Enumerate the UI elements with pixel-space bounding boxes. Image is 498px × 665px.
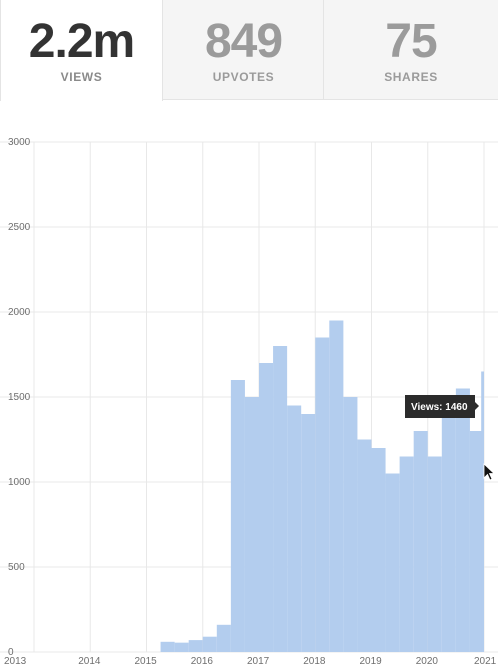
shares-count: 75 [385, 15, 437, 68]
views-bar [427, 456, 442, 652]
shares-tab[interactable]: 75 SHARES [324, 0, 498, 100]
upvotes-label: UPVOTES [212, 70, 275, 84]
views-bar [273, 346, 288, 652]
views-bar [357, 439, 372, 652]
views-label: VIEWS [60, 70, 103, 84]
upvotes-count: 849 [204, 15, 283, 68]
stats-tabs: 2.2m VIEWS 849 UPVOTES 75 SHARES [0, 0, 498, 101]
views-bar [413, 431, 428, 652]
x-tick-label: 2020 [416, 656, 439, 665]
views-bar [469, 431, 484, 652]
views-bar [315, 337, 330, 652]
views-bar [371, 448, 386, 652]
views-bar [455, 388, 470, 652]
tooltip-text: Views: 1460 [411, 402, 468, 413]
x-axis: 2013 2014 2015 2016 2017 2018 2019 2020 2021 [4, 656, 497, 665]
mouse-cursor-icon [483, 463, 496, 481]
tab-divider [323, 0, 324, 100]
y-tick-label: 1000 [8, 477, 31, 488]
y-tick-label: 2500 [8, 222, 31, 233]
x-tick-label: 2019 [360, 656, 383, 665]
upvotes-tab[interactable]: 849 UPVOTES [163, 0, 324, 100]
y-tick-label: 1500 [8, 392, 31, 403]
x-tick-label: 2017 [247, 656, 270, 665]
y-tick-label: 2000 [8, 307, 31, 318]
y-tick-label: 0 [8, 647, 14, 658]
x-tick-label: 2014 [78, 656, 101, 665]
chart-tooltip: Views: 1460 [405, 395, 479, 418]
y-tick-label: 500 [8, 562, 25, 573]
views-bar [329, 320, 344, 652]
views-bar [301, 414, 316, 652]
views-bar [399, 456, 414, 652]
views-bar [188, 640, 203, 652]
shares-label: SHARES [384, 70, 438, 84]
x-tick-label: 2015 [135, 656, 158, 665]
views-bar [259, 363, 274, 652]
views-bar [244, 397, 259, 652]
views-bar [287, 405, 302, 652]
views-bar [441, 414, 456, 652]
views-tab[interactable]: 2.2m VIEWS [0, 0, 163, 101]
views-bar [230, 380, 245, 652]
views-bar [174, 642, 189, 652]
x-tick-label: 2018 [303, 656, 326, 665]
x-tick-label: 2021 [474, 656, 497, 665]
y-tick-label: 3000 [8, 137, 31, 148]
chart-bars [160, 320, 484, 652]
views-bar [216, 624, 231, 652]
views-bar [202, 636, 217, 652]
tooltip-box [405, 395, 479, 418]
views-bar [385, 473, 400, 652]
views-bar [343, 397, 358, 652]
views-count: 2.2m [28, 15, 135, 68]
y-axis: 0 500 1000 1500 2000 2500 3000 [8, 137, 31, 658]
x-tick-label: 2013 [4, 656, 27, 665]
x-tick-label: 2016 [191, 656, 214, 665]
views-bar [160, 641, 175, 652]
views-bar [481, 371, 484, 652]
